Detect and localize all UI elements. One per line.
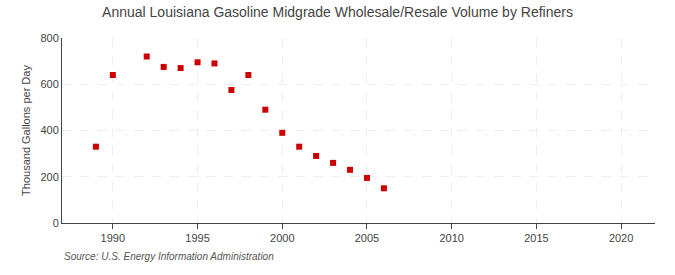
svg-text:2015: 2015 [524,232,548,244]
svg-text:Thousand Gallons per Day: Thousand Gallons per Day [20,65,32,196]
svg-text:2005: 2005 [355,232,379,244]
svg-text:800: 800 [40,32,58,44]
svg-text:1990: 1990 [101,232,125,244]
svg-text:200: 200 [40,171,58,183]
svg-text:400: 400 [40,124,58,136]
svg-text:Annual Louisiana Gasoline Midg: Annual Louisiana Gasoline Midgrade Whole… [102,4,573,20]
svg-text:2010: 2010 [439,232,463,244]
svg-text:1995: 1995 [185,232,209,244]
svg-text:Source: U.S. Energy Informatio: Source: U.S. Energy Information Administ… [64,251,274,262]
svg-text:2020: 2020 [609,232,633,244]
svg-text:0: 0 [53,217,59,229]
svg-text:600: 600 [40,78,58,90]
svg-text:2000: 2000 [270,232,294,244]
